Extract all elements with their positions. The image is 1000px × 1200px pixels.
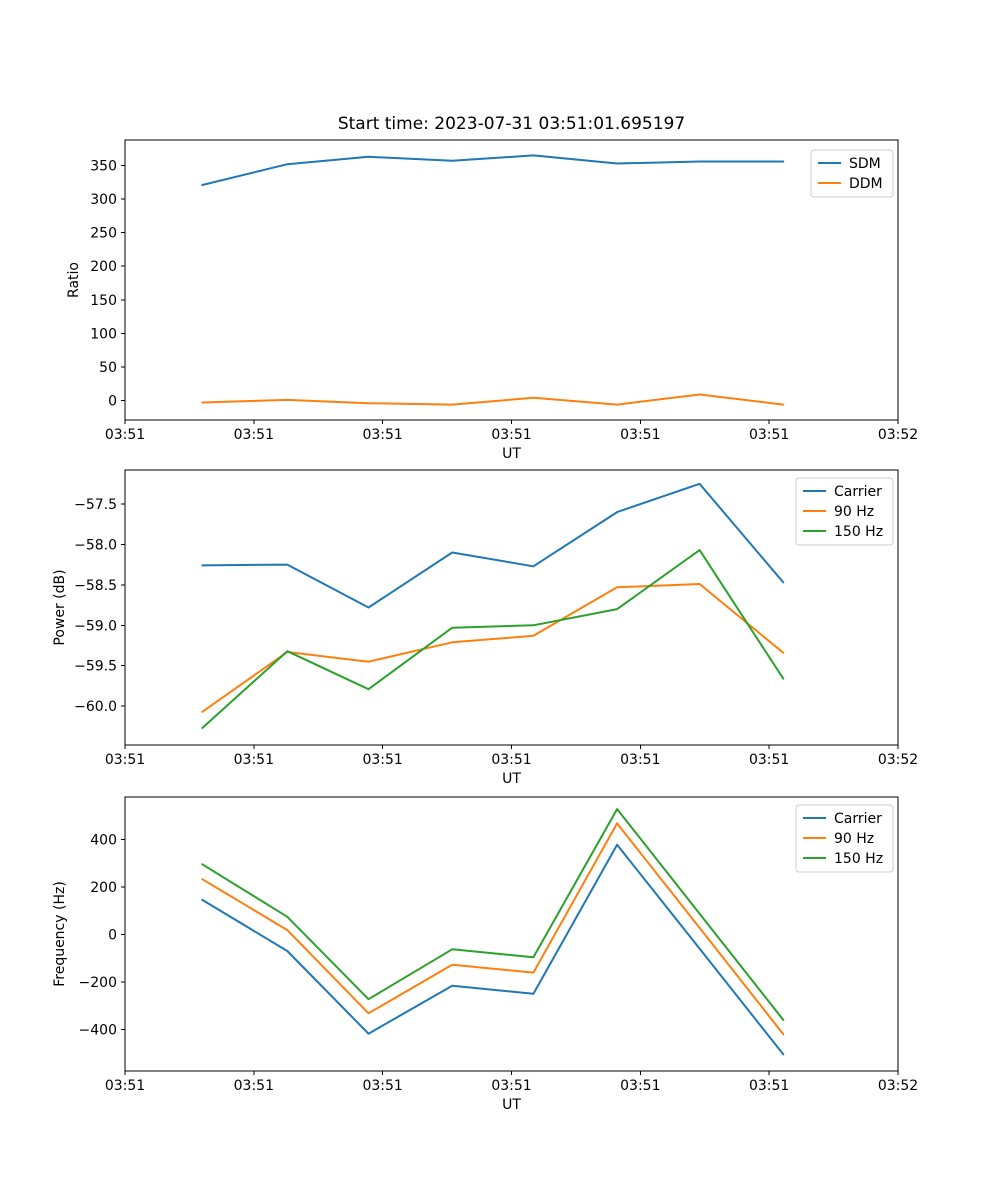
legend-box	[810, 149, 894, 198]
legend-label: Carrier	[834, 484, 882, 500]
chart-ratio: 03:51 03:51 03:51 03:51 03:51 03:51 03:52 UT 0 50…	[66, 139, 918, 462]
y-tick-label: −59.0	[74, 618, 117, 634]
y-tick-label: 0	[108, 927, 117, 943]
x-axis: 03:51 03:51 03:51 03:51 03:51 03:51 03:52 UT	[105, 1071, 918, 1113]
x-tick-label: 03:52	[878, 752, 918, 768]
y-axis: −57.5 −58.0 −58.5 −59.0 −59.5 −60.0 Power (dB)	[52, 497, 125, 715]
x-tick-label: 03:51	[749, 752, 789, 768]
legend-label: 90 Hz	[834, 831, 874, 847]
x-axis: 03:51 03:51 03:51 03:51 03:51 03:51 03:52 UT	[105, 745, 918, 787]
x-tick-label: 03:51	[234, 1078, 274, 1094]
x-tick-label: 03:51	[491, 1078, 531, 1094]
legend: Carrier 90 Hz 150 Hz	[795, 477, 894, 546]
y-tick-label: −59.5	[74, 659, 117, 675]
figure-title: Start time: 2023-07-31 03:51:01.695197	[337, 114, 686, 134]
x-tick-label: 03:51	[620, 427, 660, 443]
y-tick-label: −400	[79, 1022, 117, 1038]
y-tick-label: 150	[90, 293, 117, 309]
series-line-carrier	[201, 843, 785, 1056]
series-line-90-hz	[201, 583, 785, 713]
chart-power-db: 03:51 03:51 03:51 03:51 03:51 03:51 03:52 UT −57…	[52, 469, 918, 787]
series-line-150-hz	[201, 549, 785, 729]
y-axis-label: Frequency (Hz)	[52, 881, 68, 987]
x-axis-label: UT	[502, 1097, 521, 1113]
x-tick-label: 03:51	[362, 752, 402, 768]
x-tick-label: 03:51	[620, 1078, 660, 1094]
y-tick-label: 200	[90, 880, 117, 896]
y-tick-label: 400	[90, 832, 117, 848]
x-tick-label: 03:51	[362, 427, 402, 443]
series-line-ddm	[201, 393, 785, 406]
y-axis: 0 50 100 150 200 250 300 350 Ratio	[66, 159, 125, 410]
x-tick-label: 03:51	[105, 427, 145, 443]
x-axis-label: UT	[502, 446, 521, 462]
legend-box	[795, 804, 894, 873]
y-tick-label: −200	[79, 975, 117, 991]
x-tick-label: 03:51	[234, 427, 274, 443]
x-tick-label: 03:51	[105, 752, 145, 768]
y-tick-label: 0	[108, 394, 117, 410]
x-tick-label: 03:51	[749, 427, 789, 443]
x-tick-label: 03:51	[491, 752, 531, 768]
y-tick-label: 350	[90, 159, 117, 175]
legend-label: SDM	[849, 156, 881, 172]
x-tick-label: 03:51	[620, 752, 660, 768]
y-tick-label: −58.0	[74, 537, 117, 553]
x-tick-label: 03:51	[749, 1078, 789, 1094]
y-tick-label: 50	[99, 360, 117, 376]
series-line-150-hz	[201, 808, 785, 1021]
axes-frame	[124, 139, 899, 421]
legend: Carrier 90 Hz 150 Hz	[795, 804, 894, 873]
y-tick-label: −58.5	[74, 578, 117, 594]
y-tick-label: −60.0	[74, 699, 117, 715]
x-tick-label: 03:51	[491, 427, 531, 443]
series-line-sdm	[201, 154, 785, 186]
x-tick-label: 03:52	[878, 1078, 918, 1094]
x-axis-label: UT	[502, 771, 521, 787]
axes-frame	[124, 469, 899, 746]
y-axis: 400 200 0 −200 −400 Frequency (Hz)	[52, 832, 125, 1038]
x-tick-label: 03:51	[362, 1078, 402, 1094]
y-tick-label: 200	[90, 259, 117, 275]
axes-frame	[124, 796, 899, 1072]
legend-label: DDM	[849, 176, 883, 192]
x-tick-label: 03:51	[105, 1078, 145, 1094]
legend-box	[795, 477, 894, 546]
x-tick-label: 03:51	[234, 752, 274, 768]
y-tick-label: 250	[90, 226, 117, 242]
legend-label: Carrier	[834, 811, 882, 827]
legend: SDM DDM	[810, 149, 894, 198]
series-line-90-hz	[201, 822, 785, 1036]
legend-label: 150 Hz	[834, 851, 883, 867]
y-axis-label: Power (dB)	[52, 569, 68, 645]
y-tick-label: −57.5	[74, 497, 117, 513]
x-axis: 03:51 03:51 03:51 03:51 03:51 03:51 03:52 UT	[105, 420, 918, 462]
chart-frequency-hz: 03:51 03:51 03:51 03:51 03:51 03:51 03:52 UT 400…	[52, 796, 918, 1113]
y-tick-label: 300	[90, 192, 117, 208]
legend-label: 150 Hz	[834, 524, 883, 540]
series-line-carrier	[201, 482, 785, 609]
y-tick-label: 100	[90, 326, 117, 342]
y-axis-label: Ratio	[66, 262, 82, 298]
x-tick-label: 03:52	[878, 427, 918, 443]
legend-label: 90 Hz	[834, 504, 874, 520]
